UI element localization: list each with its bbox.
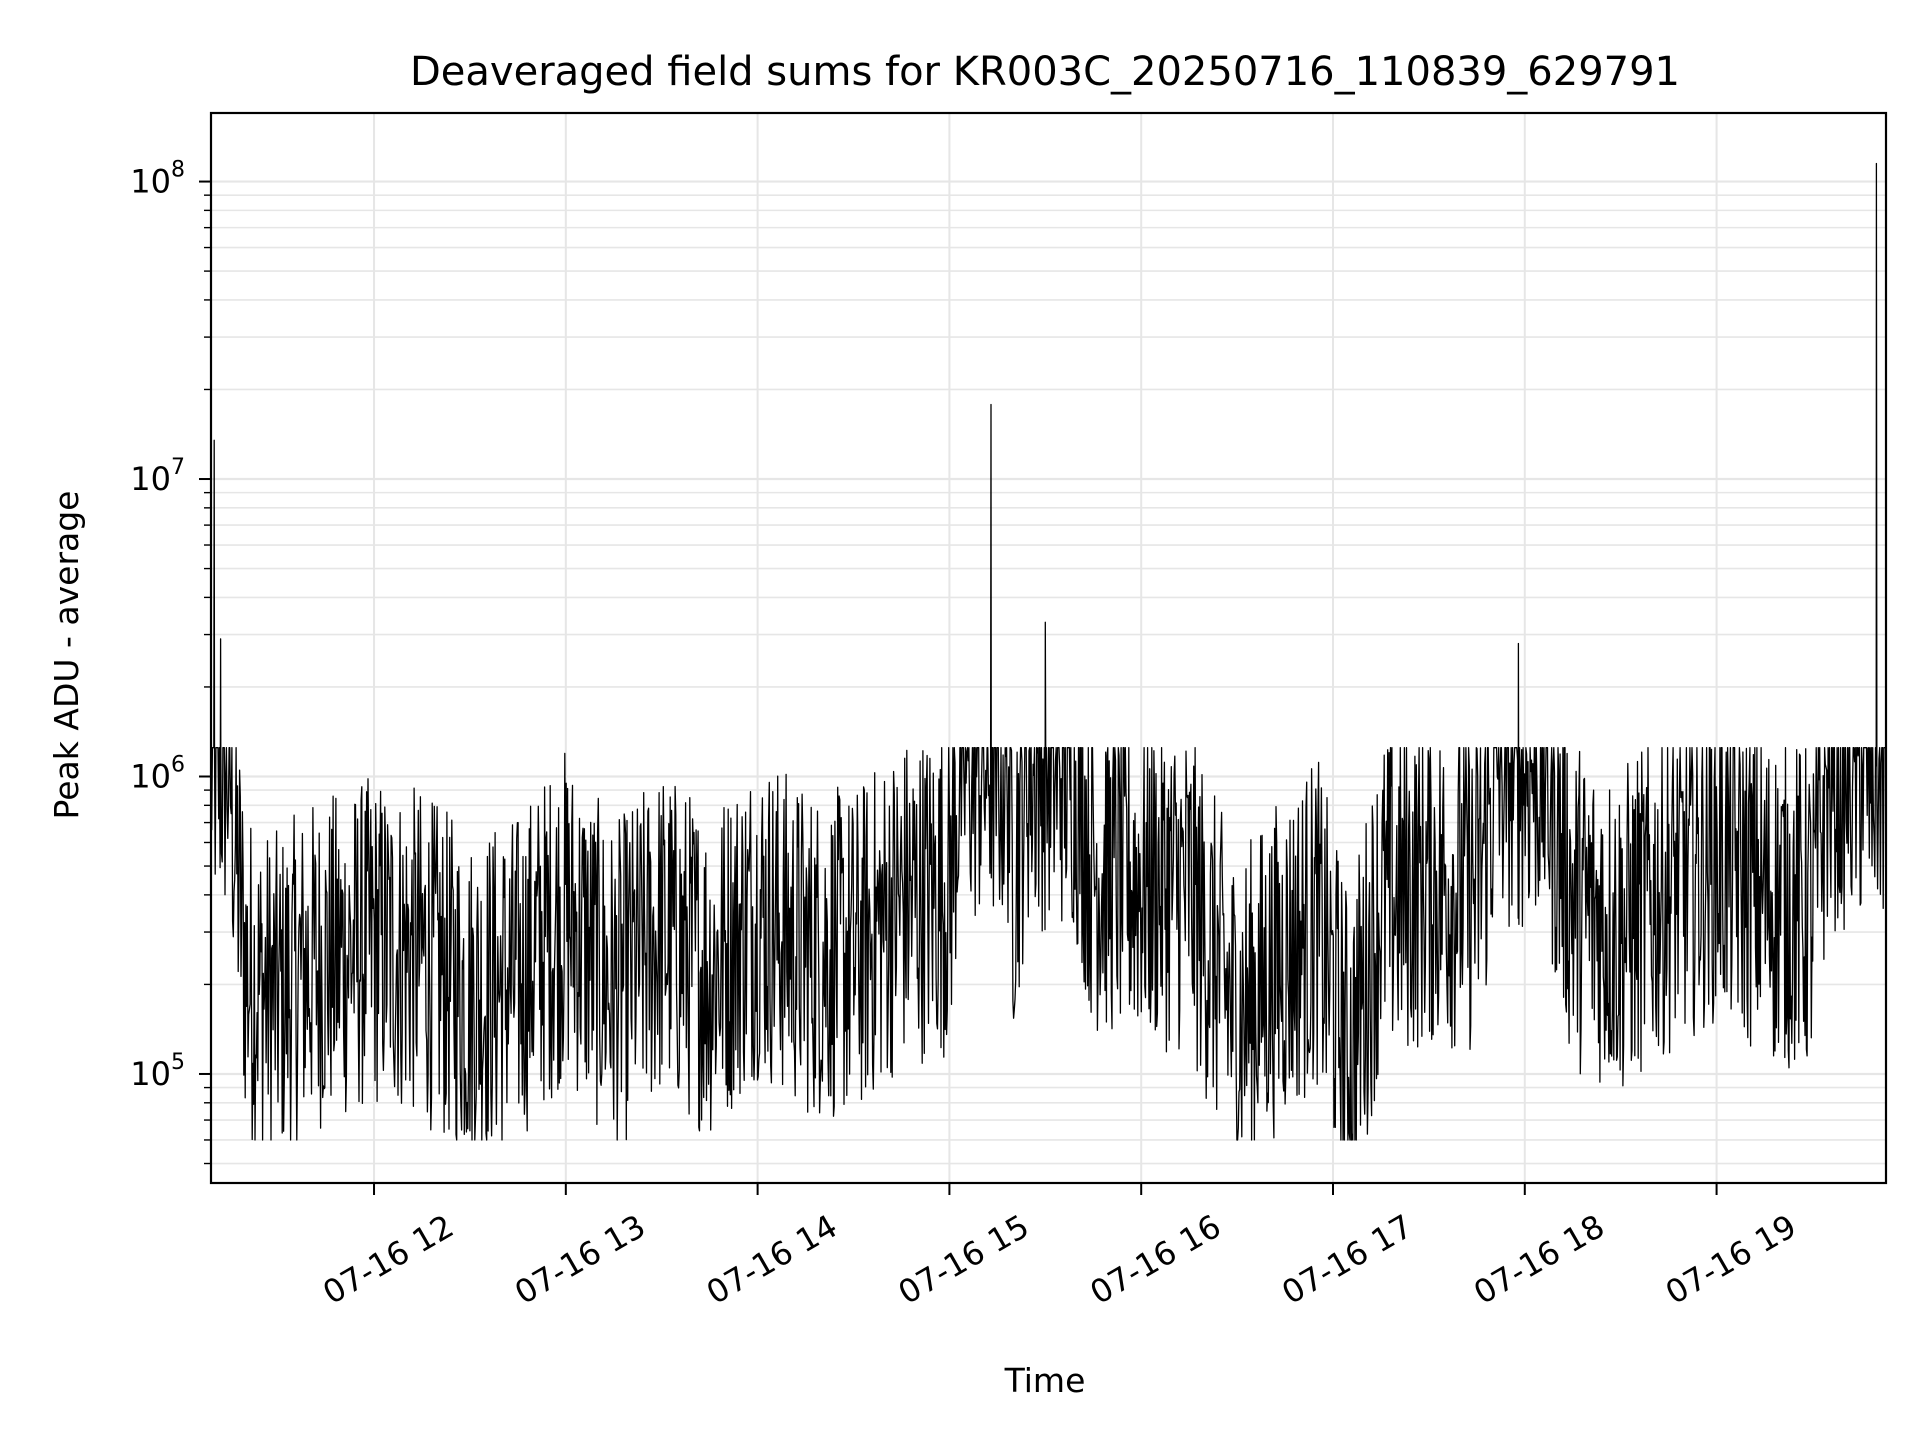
y-axis-label: Peak ADU - average <box>47 491 86 820</box>
y-tick-label: 106 <box>130 752 185 795</box>
y-tick-exponent: 5 <box>171 1050 185 1075</box>
grid <box>211 113 1886 1183</box>
y-tick-base: 10 <box>130 1055 171 1093</box>
y-tick-base: 10 <box>130 757 171 795</box>
y-tick-label: 107 <box>130 455 185 498</box>
y-tick-base: 10 <box>130 163 171 201</box>
y-tick-exponent: 8 <box>171 158 185 183</box>
y-tick-exponent: 7 <box>171 455 185 480</box>
y-tick-label: 108 <box>130 158 185 201</box>
y-tick-label: 105 <box>130 1050 185 1093</box>
x-axis-label: Time <box>1004 1361 1086 1400</box>
y-tick-base: 10 <box>130 460 171 498</box>
chart-title: Deaveraged field sums for KR003C_2025071… <box>410 49 1680 95</box>
y-tick-exponent: 6 <box>171 752 185 777</box>
series-line <box>210 162 1886 1141</box>
plot-frame <box>209 111 1888 1185</box>
